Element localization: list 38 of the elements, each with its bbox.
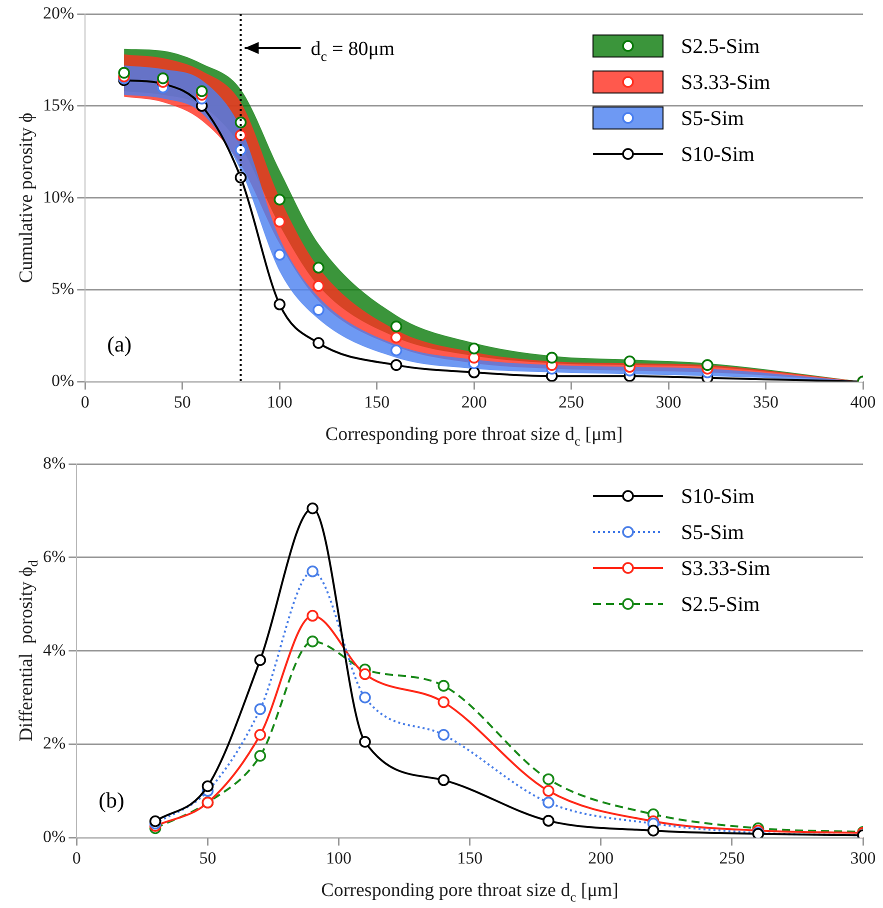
x-tick-label: 300 (850, 848, 876, 868)
x-tick-label: 100 (266, 392, 292, 412)
annotation: (b) (98, 788, 124, 813)
legend-label: S5-Sim (681, 520, 744, 544)
y-tick-label: 2% (42, 734, 66, 753)
x-tick-label: 50 (174, 392, 191, 412)
y-tick-label: 0% (42, 827, 66, 846)
y-tick-label: 6% (42, 546, 66, 566)
legend-label: S10-Sim (681, 142, 755, 166)
x-tick-label: 100 (326, 848, 352, 868)
x-tick-label: 300 (656, 392, 682, 412)
y-tick-label: 0% (51, 371, 74, 390)
y-tick-label: 20% (42, 3, 74, 22)
x-tick-label: 250 (719, 848, 745, 868)
x-tick-label: 400 (850, 392, 876, 412)
y-axis-title: Cumulative porosity ϕ (16, 112, 37, 284)
y-axis-title: Differential porosity ϕd (16, 560, 41, 742)
legend-label: S3.33-Sim (681, 556, 770, 580)
legend-label: S10-Sim (681, 484, 755, 508)
y-tick-label: 10% (42, 187, 74, 206)
x-tick-label: 200 (588, 848, 614, 868)
x-tick-label: 50 (199, 848, 216, 868)
y-tick-label: 5% (51, 279, 74, 298)
x-tick-label: 250 (558, 392, 584, 412)
x-tick-label: 150 (364, 392, 390, 412)
x-tick-label: 350 (753, 392, 779, 412)
legend-label: S2.5-Sim (681, 592, 760, 616)
y-tick-label: 15% (42, 95, 74, 114)
x-tick-label: 200 (461, 392, 487, 412)
y-tick-label: 8% (42, 453, 66, 472)
x-tick-label: 150 (457, 848, 483, 868)
x-tick-label: 0 (72, 848, 81, 868)
legend-label: S3.33-Sim (681, 70, 770, 94)
annotation: (a) (107, 332, 132, 357)
x-tick-label: 0 (80, 392, 90, 412)
y-tick-label: 4% (42, 640, 66, 660)
legend-label: S2.5-Sim (681, 34, 760, 58)
legend-label: S5-Sim (681, 106, 744, 130)
